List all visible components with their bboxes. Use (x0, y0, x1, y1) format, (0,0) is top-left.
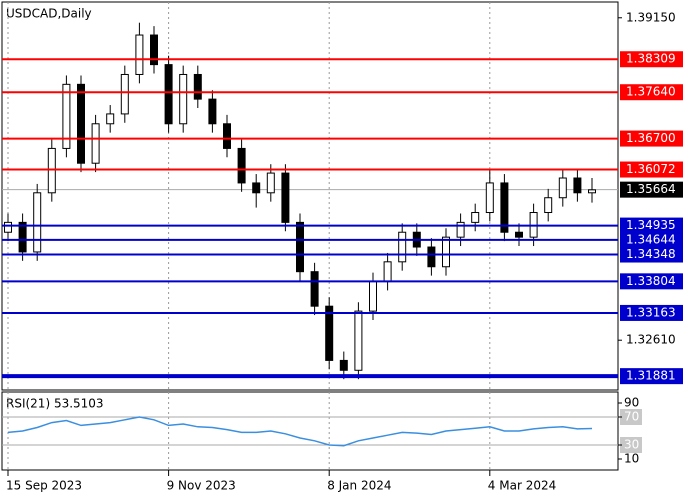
candle-body (18, 221, 27, 253)
rsi-line (7, 416, 593, 447)
candle-body (193, 73, 202, 100)
candle-body (4, 221, 12, 233)
candle-body (237, 147, 246, 184)
candle-body (135, 34, 144, 75)
level-label: 1.37640 (626, 85, 676, 99)
level-label: 1.36700 (626, 131, 676, 145)
candle-body (544, 197, 553, 214)
candle-body (91, 123, 100, 164)
candle-body (164, 64, 173, 125)
y-tick-label: 30 (624, 438, 639, 452)
candle-body (106, 113, 115, 125)
candle-body (398, 231, 407, 263)
level-label: 1.38309 (626, 52, 676, 66)
level-label-box (620, 368, 683, 385)
y-tick-label: 70 (624, 410, 639, 424)
price-frame (1, 1, 619, 391)
candle-body (354, 310, 363, 371)
level-label-box (620, 231, 683, 248)
x-tick-label: 15 Sep 2023 (6, 479, 82, 493)
candle-body (515, 231, 523, 238)
candle-body (252, 182, 261, 194)
candle-body (573, 177, 582, 194)
level-label: 1.34644 (626, 232, 676, 246)
x-tick-label: 9 Nov 2023 (167, 479, 236, 493)
candle-body (427, 246, 436, 268)
level-label-box (620, 273, 683, 290)
level-label-box (620, 51, 683, 68)
level-label-box (620, 161, 683, 178)
level-label-box (620, 217, 683, 234)
candle-body (471, 212, 480, 223)
candle-body (558, 177, 567, 199)
candle-body (150, 34, 158, 66)
y-tick-label: 1.32610 (626, 333, 676, 347)
level-label: 1.34935 (626, 218, 676, 232)
candle-body (456, 221, 465, 238)
rsi-title: RSI(21) 53.5103 (6, 397, 104, 411)
rsi-level-box (620, 437, 642, 453)
chart-title: USDCAD,Daily (6, 7, 92, 21)
y-tick-label: 90 (624, 396, 639, 410)
rsi-frame (1, 391, 619, 471)
level-label: 1.33804 (626, 274, 676, 288)
candle-body (33, 192, 42, 253)
candle-body (281, 172, 290, 223)
level-label: 1.31881 (626, 369, 676, 383)
candle-body (310, 271, 319, 307)
level-label: 1.33163 (626, 305, 676, 319)
candle-body (266, 172, 275, 194)
y-tick-label: 1.39150 (626, 10, 676, 24)
candle-body (500, 182, 509, 233)
level-label-box (620, 246, 683, 263)
candle-body (588, 189, 596, 194)
x-tick-label: 8 Jan 2024 (327, 479, 391, 493)
level-label-box (620, 130, 683, 147)
x-tick-label: 4 Mar 2024 (488, 479, 556, 493)
level-label-box (620, 304, 683, 321)
candle-body (325, 305, 334, 361)
level-label: 1.36072 (626, 162, 676, 176)
candle-body (208, 98, 217, 125)
candle-body (77, 83, 85, 164)
candle-body (120, 73, 129, 115)
candle-body (296, 221, 304, 273)
level-label: 1.34348 (626, 247, 676, 261)
level-label-box (620, 84, 683, 101)
candle-body (47, 147, 56, 194)
y-tick-label: 10 (624, 452, 639, 466)
current-price-label: 1.35664 (626, 182, 676, 196)
candle-body (339, 359, 348, 371)
current-price-box (620, 181, 683, 198)
candle-body (223, 123, 231, 149)
rsi-level-box (620, 409, 642, 425)
candle-body (442, 236, 450, 268)
candle-body (62, 83, 71, 149)
candle-body (383, 261, 392, 283)
candle-body (369, 281, 377, 312)
candle-body (179, 73, 188, 125)
candle-body (485, 182, 494, 214)
